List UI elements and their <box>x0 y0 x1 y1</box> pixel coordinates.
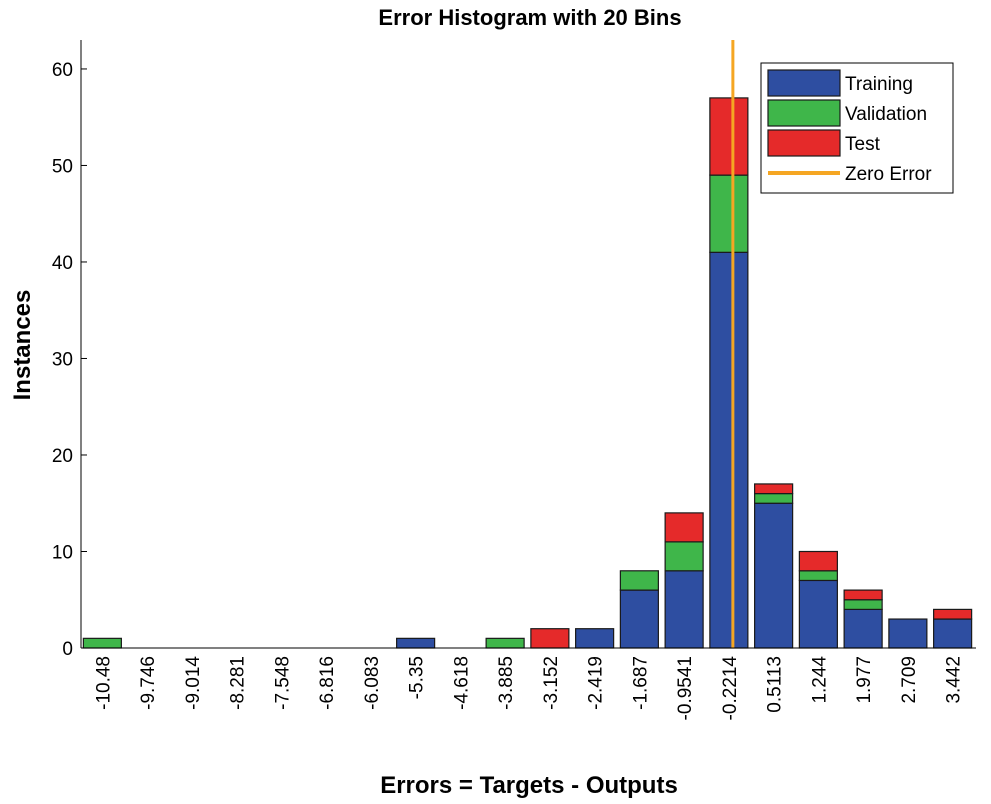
x-tick-label: 2.709 <box>899 656 920 704</box>
x-tick-label: -9.014 <box>183 656 204 710</box>
x-tick-label: 3.442 <box>944 656 965 704</box>
x-tick-label: -8.281 <box>228 656 249 710</box>
bar-training-11 <box>575 628 615 649</box>
bar-training-15 <box>754 502 794 649</box>
x-tick-label: -3.152 <box>541 656 562 710</box>
legend-label: Test <box>845 134 881 155</box>
x-tick-label: -5.35 <box>407 656 428 699</box>
bar-training-7 <box>396 637 436 649</box>
bar-test-16 <box>798 550 838 572</box>
x-tick-label: -7.548 <box>272 656 293 710</box>
legend-swatch-training <box>767 69 841 97</box>
bar-test-17 <box>843 589 883 601</box>
y-tick-label: 30 <box>52 349 73 370</box>
bar-training-18 <box>888 618 928 649</box>
bar-test-10 <box>530 628 570 649</box>
x-tick-label: -6.083 <box>362 656 383 710</box>
bar-validation-17 <box>843 599 883 610</box>
legend-label: Zero Error <box>845 164 932 185</box>
bar-validation-16 <box>798 570 838 582</box>
bar-validation-0 <box>82 637 122 649</box>
x-tick-label: -2.419 <box>586 656 607 710</box>
y-tick-label: 10 <box>52 542 73 563</box>
legend-label: Training <box>845 74 913 95</box>
y-axis-label: Instances <box>9 290 36 401</box>
y-tick-label: 20 <box>52 446 73 467</box>
bar-training-17 <box>843 608 883 649</box>
x-tick-label: 1.244 <box>809 656 830 704</box>
x-tick-label: 0.5113 <box>765 656 786 713</box>
bar-training-14 <box>709 251 749 649</box>
bar-training-16 <box>798 579 838 649</box>
y-tick-label: 60 <box>52 60 73 81</box>
y-tick-label: 0 <box>62 639 73 660</box>
legend-label: Validation <box>845 104 927 125</box>
legend-items: Training Validation Test Zero Error <box>767 69 932 185</box>
y-tick-label: 50 <box>52 156 73 177</box>
x-tick-label: -10.48 <box>93 656 114 710</box>
x-axis-ticks: -10.48 -9.746 -9.014 -8.281 -7.548 -6.816 -6.0… <box>93 656 964 721</box>
bar-validation-15 <box>754 492 794 504</box>
legend-swatch-validation <box>767 99 841 127</box>
bar-test-14 <box>709 97 749 176</box>
x-tick-label: -6.816 <box>317 656 338 710</box>
chart-title: Error Histogram with 20 Bins <box>378 5 681 30</box>
bar-test-15 <box>754 483 794 495</box>
bars-group <box>82 97 973 649</box>
x-axis-label: Errors = Targets - Outputs <box>380 772 678 799</box>
bar-training-12 <box>619 589 659 649</box>
legend-swatch-test <box>767 129 841 157</box>
bar-validation-13 <box>664 541 704 572</box>
bar-validation-9 <box>485 637 525 649</box>
x-tick-label: 1.977 <box>854 656 875 704</box>
x-tick-label: -0.2214 <box>720 656 741 721</box>
x-tick-label: -9.746 <box>138 656 159 710</box>
x-tick-label: -0.9541 <box>675 656 696 720</box>
bar-test-13 <box>664 512 704 543</box>
bar-training-19 <box>933 618 973 649</box>
bar-test-19 <box>933 608 973 620</box>
x-tick-label: -4.618 <box>451 656 472 710</box>
legend: Training Validation Test Zero Error <box>760 62 954 194</box>
y-tick-label: 40 <box>52 253 73 274</box>
bar-validation-12 <box>619 570 659 591</box>
x-tick-label: -1.687 <box>630 656 651 710</box>
bar-validation-14 <box>709 174 749 253</box>
x-tick-label: -3.885 <box>496 656 517 710</box>
y-axis-ticks: 0 10 20 30 40 50 60 <box>52 60 87 660</box>
bar-training-13 <box>664 570 704 649</box>
